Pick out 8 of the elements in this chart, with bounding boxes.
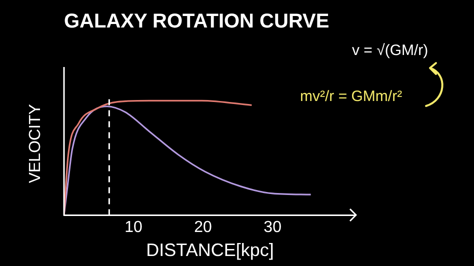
y-axis-title: VELOCITY	[27, 104, 44, 184]
text: v = √(GM/r)	[352, 42, 428, 59]
x-tick-label: 30	[264, 219, 282, 236]
annotation: mv²/r = GMm/r²	[300, 88, 402, 105]
x-tick-label: 10	[124, 219, 143, 236]
chart-title: GALAXY ROTATION CURVE	[64, 10, 330, 33]
x-axis-title: DISTANCE[kpc]	[146, 240, 274, 260]
x-tick-label: 20	[194, 219, 212, 236]
